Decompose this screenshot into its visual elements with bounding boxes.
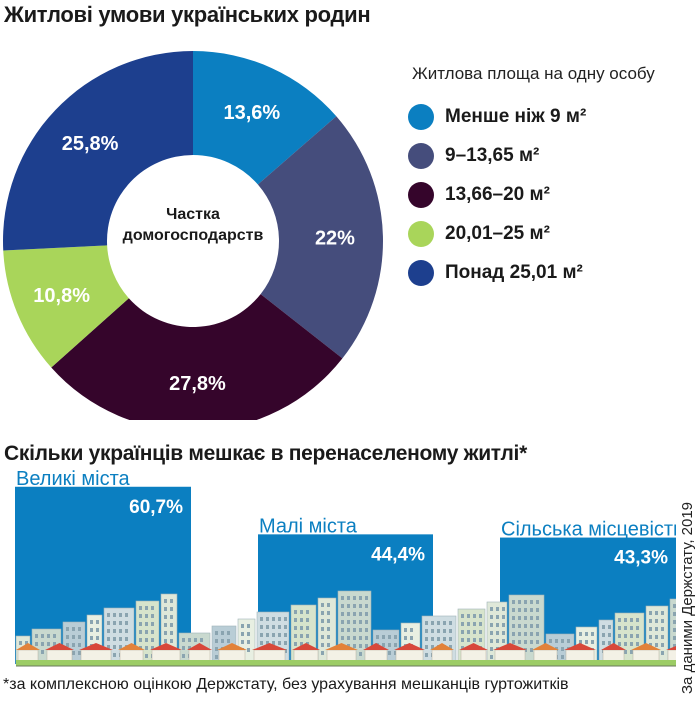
bar-category-label: Малі міста bbox=[259, 515, 358, 537]
legend-item-under-9: Менше ніж 9 м² bbox=[408, 102, 586, 132]
legend-swatch bbox=[408, 260, 434, 286]
legend-item-over-25: Понад 25,01 м² bbox=[408, 258, 583, 288]
legend-swatch bbox=[408, 182, 434, 208]
donut-slice bbox=[193, 51, 337, 185]
legend-title: Житлова площа на одну особу bbox=[412, 64, 655, 83]
donut-slice-value-label: 13,6% bbox=[223, 102, 280, 124]
donut-slice-value-label: 27,8% bbox=[169, 373, 226, 395]
legend-swatch bbox=[408, 221, 434, 247]
legend-label: 20,01–25 м² bbox=[445, 223, 550, 244]
bar-value-label: 43,3% bbox=[614, 548, 668, 569]
donut-slice bbox=[3, 245, 129, 368]
legend-label: 9–13,65 м² bbox=[445, 145, 540, 166]
donut-slice bbox=[51, 294, 343, 420]
legend-label: 13,66–20 м² bbox=[445, 184, 550, 205]
bar-chart-title: Скільки українців мешкає в перенаселеном… bbox=[4, 442, 527, 465]
legend-item-13-20: 13,66–20 м² bbox=[408, 180, 550, 210]
legend-item-20-25: 20,01–25 м² bbox=[408, 219, 550, 249]
source-note: За даними Держстату, 2019 bbox=[679, 501, 696, 694]
donut-hole bbox=[108, 156, 278, 326]
legend-swatch bbox=[408, 104, 434, 130]
bar-category-label: Великі міста bbox=[16, 470, 131, 490]
legend-item-9-13: 9–13,65 м² bbox=[408, 141, 539, 171]
donut-slice bbox=[257, 116, 384, 359]
skyline-illustration bbox=[15, 590, 676, 667]
footnote: *за комплексною оцінкою Держстату, без у… bbox=[3, 676, 569, 693]
bar-chart: Великі міста 60,7% Малі міста 44,4% Сільська… bbox=[15, 470, 676, 667]
donut-chart: 13,6% 22% 27,8% 10,8% 25,8% bbox=[3, 51, 384, 420]
donut-slice-value-label: 25,8% bbox=[62, 133, 119, 155]
bar-value-label: 44,4% bbox=[371, 544, 425, 565]
bar-category-label: Сільська місцевість bbox=[501, 519, 676, 541]
donut-slice-value-label: 10,8% bbox=[33, 285, 90, 307]
legend-label: Понад 25,01 м² bbox=[445, 262, 583, 283]
donut-slice-value-label: 22% bbox=[315, 227, 355, 249]
donut-chart-title: Житлові умови українських родин bbox=[4, 2, 371, 27]
legend-swatch bbox=[408, 143, 434, 169]
donut-center-label: Частка домогосподарств bbox=[122, 206, 264, 244]
bar-value-label: 60,7% bbox=[129, 497, 183, 518]
legend-label: Менше ніж 9 м² bbox=[445, 106, 587, 127]
donut-slice bbox=[3, 51, 194, 251]
